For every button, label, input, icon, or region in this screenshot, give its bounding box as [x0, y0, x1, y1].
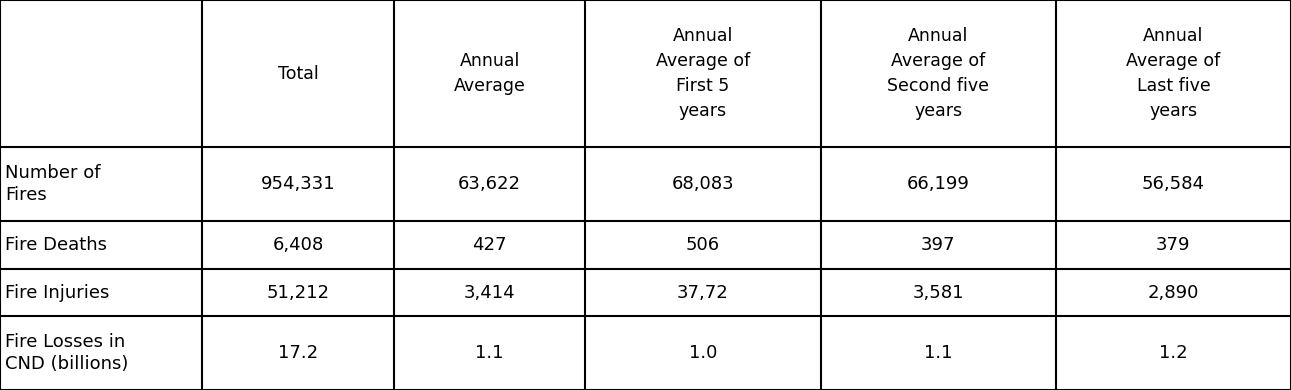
- Text: 66,199: 66,199: [906, 175, 970, 193]
- Text: 3,414: 3,414: [463, 284, 515, 301]
- Text: Annual
Average of
Second five
years: Annual Average of Second five years: [887, 27, 989, 120]
- Text: 1.1: 1.1: [475, 344, 503, 362]
- Text: 397: 397: [920, 236, 955, 254]
- Text: Fire Injuries: Fire Injuries: [5, 284, 110, 301]
- Text: 1.2: 1.2: [1159, 344, 1188, 362]
- Text: Number of
Fires: Number of Fires: [5, 164, 101, 204]
- Text: 37,72: 37,72: [676, 284, 729, 301]
- Text: 3,581: 3,581: [913, 284, 964, 301]
- Text: Annual
Average of
Last five
years: Annual Average of Last five years: [1126, 27, 1220, 120]
- Text: 379: 379: [1157, 236, 1190, 254]
- Text: 2,890: 2,890: [1148, 284, 1199, 301]
- Text: Annual
Average: Annual Average: [453, 52, 525, 95]
- Text: 6,408: 6,408: [272, 236, 324, 254]
- Text: Fire Deaths: Fire Deaths: [5, 236, 107, 254]
- Text: Annual
Average of
First 5
years: Annual Average of First 5 years: [656, 27, 750, 120]
- Text: 56,584: 56,584: [1141, 175, 1205, 193]
- Text: 63,622: 63,622: [458, 175, 522, 193]
- Text: 68,083: 68,083: [671, 175, 735, 193]
- Text: 1.1: 1.1: [924, 344, 953, 362]
- Text: 17.2: 17.2: [278, 344, 318, 362]
- Text: 51,212: 51,212: [267, 284, 329, 301]
- Text: Fire Losses in
CND (billions): Fire Losses in CND (billions): [5, 333, 129, 373]
- Text: 954,331: 954,331: [261, 175, 336, 193]
- Text: 506: 506: [686, 236, 720, 254]
- Text: Total: Total: [278, 65, 319, 83]
- Text: 1.0: 1.0: [689, 344, 717, 362]
- Text: 427: 427: [473, 236, 507, 254]
